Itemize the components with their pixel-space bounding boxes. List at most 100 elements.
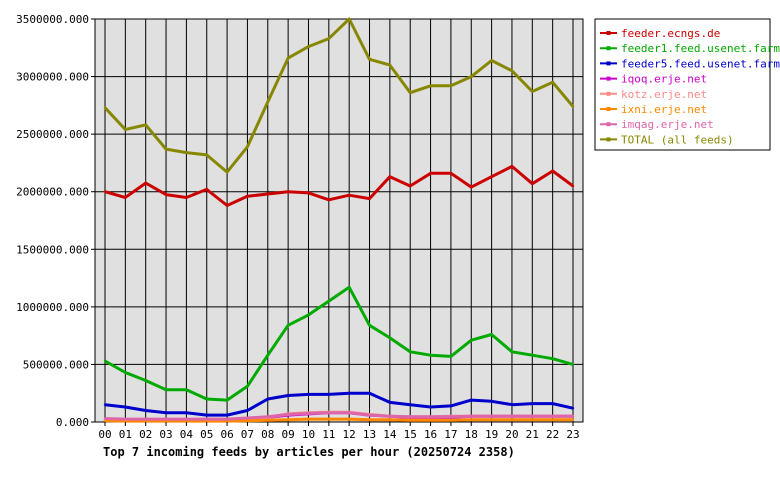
data-point-ixni-erje-net [490,418,493,421]
y-tick-label: 1000000.000 [16,301,89,314]
data-point-ixni-erje-net [103,419,107,423]
data-point-feeder5-feed-usenet-farm [571,406,575,410]
data-point-feeder5-feed-usenet-farm [409,403,412,406]
data-point-imqag-erje-net [449,415,453,419]
legend-label-total-all-feeds: TOTAL (all feeds) [621,133,734,146]
data-point-feeder5-feed-usenet-farm [429,405,432,409]
data-point-ixni-erje-net [286,418,290,421]
data-point-imqag-erje-net [510,415,514,418]
data-point-ixni-erje-net [429,419,432,422]
data-point-feeder5-feed-usenet-farm [449,404,453,408]
y-tick-label: 3000000.000 [16,71,89,84]
data-point-feeder1-feed-usenet-farm [103,359,107,363]
data-point-feeder1-feed-usenet-farm [185,388,188,391]
data-point-feeder5-feed-usenet-farm [327,393,331,396]
data-point-feeder-ecngs-de [164,193,168,196]
data-point-ixni-erje-net [531,418,534,421]
x-tick-label: 18 [465,428,478,441]
data-point-feeder5-feed-usenet-farm [368,392,371,395]
data-point-feeder-ecngs-de [103,190,107,193]
data-point-total-all-feeds [103,106,107,109]
data-point-imqag-erje-net [225,417,229,421]
legend-box [594,18,771,151]
data-point-feeder5-feed-usenet-farm [185,411,188,414]
data-point-feeder5-feed-usenet-farm [144,409,147,412]
x-tick-label: 22 [546,428,559,441]
data-point-imqag-erje-net [103,417,107,420]
data-point-feeder5-feed-usenet-farm [388,401,392,404]
data-point-total-all-feeds [144,123,147,127]
chart-title: Top 7 incoming feeds by articles per hou… [103,445,515,459]
data-point-imqag-erje-net [144,417,147,421]
data-point-total-all-feeds [327,37,331,40]
x-tick-label: 08 [261,428,274,441]
data-point-imqag-erje-net [327,411,331,414]
legend-marker-imqag-erje-net [606,122,611,127]
data-point-feeder-ecngs-de [571,184,575,188]
data-point-total-all-feeds [205,153,208,157]
legend-label-ixni-erje-net: ixni.erje.net [621,103,707,116]
data-point-total-all-feeds [124,128,127,131]
data-point-feeder1-feed-usenet-farm [551,357,554,360]
data-point-imqag-erje-net [571,415,575,418]
legend-marker-feeder5-feed-usenet-farm [606,61,611,66]
data-point-total-all-feeds [510,69,514,73]
data-point-feeder5-feed-usenet-farm [490,400,493,403]
data-point-feeder5-feed-usenet-farm [470,398,473,402]
x-tick-label: 15 [404,428,417,441]
data-point-feeder-ecngs-de [409,184,412,188]
data-point-feeder-ecngs-de [246,195,249,198]
data-point-feeder-ecngs-de [490,175,493,178]
data-point-feeder-ecngs-de [327,198,331,201]
x-tick-label: 11 [322,428,335,441]
series-line-feeder5-feed-usenet-farm [104,391,574,417]
data-point-feeder-ecngs-de [266,192,269,196]
x-tick-label: 05 [200,428,213,441]
data-point-imqag-erje-net [286,413,290,416]
data-point-feeder-ecngs-de [388,175,392,178]
series-line-imqag-erje-net [104,411,573,421]
data-point-feeder1-feed-usenet-farm [246,385,249,388]
legend-label-feeder1-feed-usenet-farm: feeder1.feed.usenet.farm [621,42,780,55]
data-point-imqag-erje-net [531,415,534,418]
data-point-feeder1-feed-usenet-farm [327,299,331,303]
data-point-feeder5-feed-usenet-farm [225,413,229,417]
data-point-feeder-ecngs-de [124,196,127,199]
data-point-feeder-ecngs-de [286,190,290,193]
data-point-feeder1-feed-usenet-farm [368,324,371,327]
data-point-imqag-erje-net [124,417,127,421]
y-tick-label: 2500000.000 [16,128,89,141]
legend-marker-feeder-ecngs-de [606,31,611,35]
data-point-feeder1-feed-usenet-farm [286,324,290,327]
data-point-feeder1-feed-usenet-farm [449,355,453,358]
data-point-feeder5-feed-usenet-farm [246,409,249,412]
data-point-feeder5-feed-usenet-farm [307,393,310,396]
x-tick-label: 12 [343,428,356,441]
data-point-feeder5-feed-usenet-farm [286,394,290,397]
data-point-total-all-feeds [388,63,392,67]
x-tick-label: 20 [505,428,518,441]
data-point-feeder-ecngs-de [205,188,208,191]
data-point-total-all-feeds [286,56,290,60]
data-point-feeder5-feed-usenet-farm [510,403,514,406]
data-point-ixni-erje-net [571,418,575,421]
data-point-feeder1-feed-usenet-farm [490,333,493,336]
data-point-total-all-feeds [409,91,412,94]
data-point-total-all-feeds [246,145,249,149]
data-point-feeder1-feed-usenet-farm [531,354,534,357]
data-point-ixni-erje-net [327,417,331,421]
x-tick-label: 02 [139,428,152,441]
data-point-total-all-feeds [164,147,168,151]
data-point-imqag-erje-net [429,415,432,419]
data-point-feeder1-feed-usenet-farm [124,371,127,374]
x-tick-label: 21 [526,428,539,441]
grid-lines [95,18,583,423]
data-point-feeder-ecngs-de [307,191,310,195]
data-point-imqag-erje-net [551,415,554,418]
data-point-imqag-erje-net [347,411,351,414]
data-point-ixni-erje-net [388,418,392,421]
x-tick-label: 13 [363,428,376,441]
data-point-feeder-ecngs-de [225,204,229,207]
data-point-ixni-erje-net [266,419,269,422]
